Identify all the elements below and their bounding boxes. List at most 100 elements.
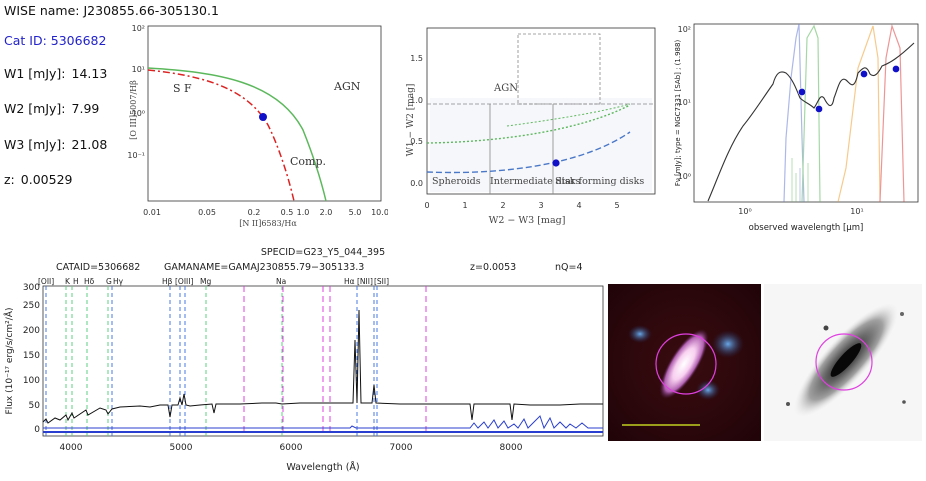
- sed-xtick-label: 10¹: [850, 207, 863, 216]
- spectrum-flux: [42, 309, 603, 424]
- wise-axes: 0 1 2 3 4 5 1.5 1.0 0.5 0.0: [410, 54, 619, 210]
- spectrum-line-label: Na: [276, 277, 286, 286]
- spectrum-xtick-label: 8000: [500, 443, 523, 453]
- spectrum-sky: [43, 415, 603, 430]
- bpt-xtick-label: 0.5: [281, 208, 294, 217]
- bpt-xtick-label: 10.0: [371, 208, 388, 217]
- spectrum-xtick-label: 6000: [280, 443, 303, 453]
- sed-point-w1: [798, 88, 806, 96]
- wise-point: [552, 159, 560, 167]
- spectrum-line-labels: [OII] K H Hδ G Hγ Hβ [OIII] Mg Na Hα [NI…: [38, 277, 389, 286]
- w3-label: W3 [mJy]:: [4, 137, 66, 152]
- spectrum-line-label: K: [65, 277, 71, 286]
- wise-green-dotted: [426, 104, 631, 144]
- spectrum-line-label: Hγ: [113, 277, 124, 286]
- sed-ylabel: Fν [mJy]; type = NGC7331 [SAb] ; (1.988): [674, 40, 682, 187]
- bpt-ytick-label: 10⁻¹: [127, 151, 145, 160]
- spectrum-line-label: Mg: [200, 277, 211, 286]
- wise-xtick-label: 1: [462, 201, 467, 210]
- spectrum-xtick-label: 7000: [390, 443, 413, 453]
- spectrum-ytick-label: 300: [23, 283, 40, 293]
- w1-value: 14.13: [71, 66, 108, 81]
- w2-row: W2 [mJy]: 7.99: [4, 101, 99, 116]
- wise-color-diagram: 0 1 2 3 4 5 1.5 1.0 0.5 0.0 W2 − W3 [mag…: [406, 27, 656, 226]
- sed-filter-w3: [837, 25, 881, 203]
- bpt-label-comp: Comp.: [290, 155, 326, 168]
- sed-ytick-label: 10¹: [678, 98, 691, 107]
- spectrum-line-label: H: [73, 277, 79, 286]
- sed-xlabel: observed wavelength [μm]: [749, 223, 864, 233]
- sed-point-w2: [815, 105, 823, 113]
- spectrum-axes: 4000 5000 6000 7000 8000 0 50 100 150 20…: [23, 283, 523, 453]
- sed-ytick-label: 10⁰: [678, 172, 691, 181]
- spectrum-ytick-label: 200: [23, 326, 40, 336]
- spectrum-title: SPECID=G23_Y5_044_395: [261, 247, 385, 258]
- spectrum-markers: [45, 286, 427, 436]
- spectrum-line-label: [OIII]: [175, 277, 193, 286]
- spectrum-ylabel: Flux (10⁻¹⁷ erg/s/cm²/Å): [3, 308, 15, 415]
- spectrum-gamaname: GAMANAME=GAMAJ230855.79−305133.3: [164, 262, 364, 273]
- wise-xtick-label: 4: [576, 201, 581, 210]
- wise-xtick-label: 2: [500, 201, 505, 210]
- spectrum-xlabel: Wavelength (Å): [286, 461, 359, 473]
- bpt-kewley-curve: [147, 67, 327, 202]
- sed-points: [798, 65, 900, 113]
- bpt-xtick-label: 0.05: [198, 208, 216, 217]
- bpt-point: [259, 113, 267, 121]
- sed-emission-spikes: [791, 158, 809, 202]
- spectrum-plot: SPECID=G23_Y5_044_395 CATAID=5306682 GAM…: [3, 247, 604, 473]
- w2-label: W2 [mJy]:: [4, 101, 66, 116]
- redshift-row: z: 0.00529: [4, 172, 72, 187]
- redshift-value: 0.00529: [20, 172, 73, 187]
- sed-plot: 10² 10¹ 10⁰ 10⁰ 10¹ observed wavelength …: [674, 23, 919, 233]
- sed-point-w3: [860, 70, 868, 78]
- w2-value: 7.99: [71, 101, 100, 116]
- wise-xlabel: W2 − W3 [mag]: [489, 215, 566, 226]
- wise-agn-curve: [506, 103, 631, 127]
- bpt-ylabel: [O III]5007/Hβ: [129, 80, 138, 140]
- w3-value: 21.08: [71, 137, 108, 152]
- bpt-xtick-label: 2.0: [320, 208, 333, 217]
- bpt-label-agn: AGN: [333, 80, 361, 93]
- sed-xtick-label: 10⁰: [738, 207, 751, 216]
- spectrum-line-label: [NII]: [357, 277, 373, 286]
- spectrum-line-label: [OII]: [38, 277, 54, 286]
- spectrum-line-label: Hα: [344, 277, 355, 286]
- spectrum-cataid: CATAID=5306682: [56, 262, 140, 273]
- bpt-axes: 10² 10¹ 10⁰ 10⁻¹ 0.01 0.05 0.2 0.5 1.0 2…: [127, 24, 388, 217]
- bpt-label-sf: S F: [173, 82, 192, 95]
- w3-row: W3 [mJy]: 21.08: [4, 137, 107, 152]
- spectrum-ytick-label: 250: [23, 301, 40, 311]
- wise-label-intermediate: Intermediate disks: [490, 176, 580, 187]
- w1-row: W1 [mJy]: 14.13: [4, 66, 107, 81]
- wise-label-agn: AGN: [493, 83, 518, 94]
- spectrum-nq: nQ=4: [555, 262, 583, 273]
- sed-template-curve: [707, 42, 915, 202]
- w1-label: W1 [mJy]:: [4, 66, 66, 81]
- wise-ytick-label: 1.0: [410, 96, 423, 105]
- bpt-xtick-label: 5.0: [349, 208, 362, 217]
- spectrum-xtick-label: 4000: [60, 443, 83, 453]
- spectrum-z: z=0.0053: [470, 262, 516, 273]
- wise-xtick-label: 0: [424, 201, 429, 210]
- bpt-ytick-label: 10⁰: [132, 109, 145, 118]
- wise-name: WISE name: J230855.66-305130.1: [4, 3, 219, 18]
- wise-ytick-label: 0.5: [410, 137, 423, 146]
- spectrum-ytick-label: 0: [34, 425, 40, 435]
- wise-label-spheroids: Spheroids: [432, 176, 481, 187]
- sed-filter-w1: [783, 23, 805, 203]
- spectrum-ytick-label: 100: [23, 376, 40, 386]
- cat-id: Cat ID: 5306682: [4, 33, 107, 48]
- color-galaxy-image: [608, 284, 761, 441]
- bpt-ytick-label: 10¹: [132, 65, 145, 74]
- spectrum-line-label: G: [106, 277, 112, 286]
- spectrum-ytick-label: 150: [23, 351, 40, 361]
- wise-blue-dashed: [426, 131, 631, 174]
- bpt-diagram: 10² 10¹ 10⁰ 10⁻¹ 0.01 0.05 0.2 0.5 1.0 2…: [127, 24, 388, 228]
- bpt-xlabel: [N II]6583/Hα: [239, 219, 297, 228]
- wise-xtick-label: 5: [614, 201, 619, 210]
- bpt-xtick-label: 0.2: [248, 208, 261, 217]
- bpt-ytick-label: 10²: [132, 24, 145, 33]
- wise-ytick-label: 1.5: [410, 54, 423, 63]
- sed-point-w4: [892, 65, 900, 73]
